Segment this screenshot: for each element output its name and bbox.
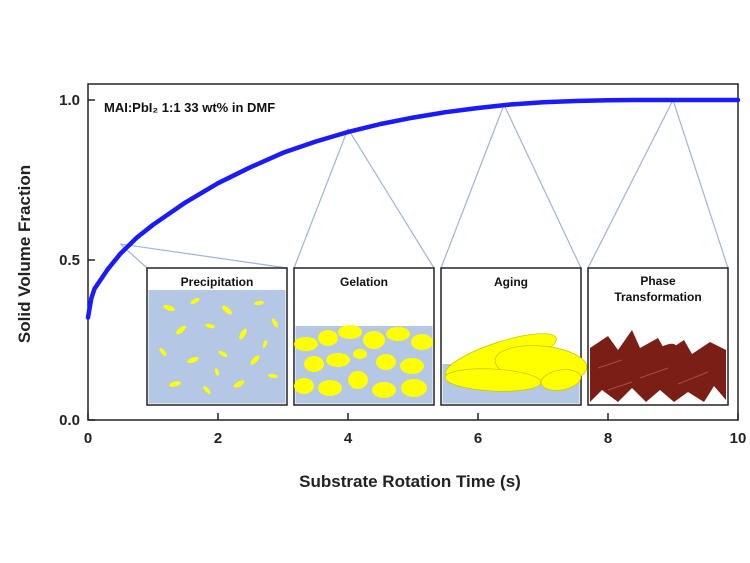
x-tick-label: 2: [214, 430, 222, 447]
inset-title: Aging: [494, 275, 528, 289]
connector-line: [347, 128, 435, 269]
crystal-network: [294, 325, 433, 398]
connector-line: [587, 99, 674, 269]
x-tick-label: 6: [474, 430, 482, 447]
y-axis-label: Solid Volume Fraction: [15, 165, 34, 343]
series-curve-group: [85, 97, 741, 320]
connector-line: [503, 104, 582, 269]
y-tick-label: 0.5: [59, 252, 80, 269]
inset-title: Gelation: [340, 275, 388, 289]
y-tick-label: 1.0: [59, 92, 80, 109]
x-tick-label: 8: [604, 430, 612, 447]
chart-annotation: MAI:PbI₂ 1:1 33 wt% in DMF: [104, 100, 275, 115]
connector-line: [440, 104, 505, 269]
axis-ticks: 0 2 4 6 8 10 0.0 0.5 1.0: [59, 92, 746, 447]
plot-frame: [87, 83, 739, 421]
inset-connectors: [120, 99, 729, 269]
inset-precipitation: Precipitation: [146, 267, 288, 406]
inset-aging: Aging: [440, 267, 588, 406]
x-tick-label: 10: [730, 430, 747, 447]
connector-line: [672, 99, 729, 269]
inset-title: Precipitation: [181, 275, 254, 289]
inset-phase-transformation: Phase Transformation: [587, 267, 729, 406]
grain-highlights: [597, 359, 709, 391]
y-tick-label: 0.0: [59, 412, 80, 429]
inset-title-line1: Phase: [640, 274, 676, 288]
series-line: [85, 97, 741, 320]
inset-title-line2: Transformation: [614, 290, 701, 304]
x-tick-label: 0: [84, 430, 92, 447]
connector-line: [120, 243, 288, 269]
x-tick-label: 4: [344, 430, 353, 447]
crystal-grains: [444, 333, 588, 392]
perovskite-grains: [590, 330, 726, 402]
connector-line: [293, 128, 349, 269]
x-axis-label: Substrate Rotation Time (s): [299, 472, 521, 491]
crystal-particles: [159, 297, 279, 394]
inset-gelation: Gelation: [293, 267, 435, 406]
